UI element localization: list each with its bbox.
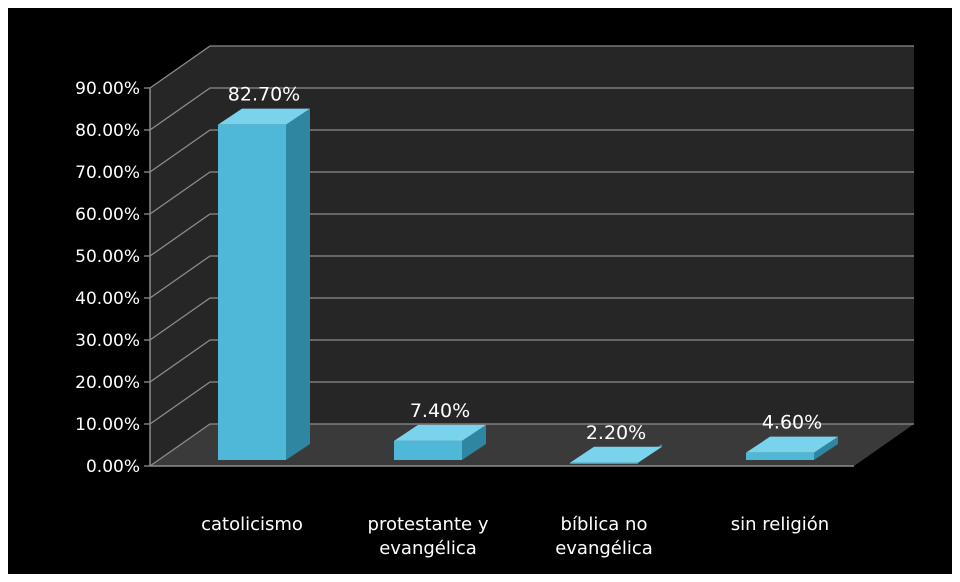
gridline bbox=[149, 381, 914, 425]
bar bbox=[218, 124, 286, 460]
y-tick-label: 50.00% bbox=[75, 247, 140, 267]
floor bbox=[150, 424, 914, 466]
gridline bbox=[149, 339, 914, 383]
bar bbox=[394, 440, 462, 460]
x-category-label: sin religión bbox=[731, 514, 829, 535]
gridline bbox=[149, 213, 914, 257]
side-wall bbox=[150, 46, 210, 466]
bar-side bbox=[814, 436, 838, 460]
gridline bbox=[149, 45, 914, 89]
y-tick-label: 20.00% bbox=[75, 373, 140, 393]
bar-top bbox=[746, 436, 838, 453]
gridline bbox=[149, 297, 914, 341]
bar bbox=[746, 452, 814, 460]
gridline bbox=[149, 87, 914, 131]
bar-side bbox=[462, 424, 486, 460]
data-label: 82.70% bbox=[228, 84, 300, 106]
y-tick-label: 60.00% bbox=[75, 205, 140, 225]
data-label: 7.40% bbox=[410, 400, 470, 422]
y-tick-label: 90.00% bbox=[75, 79, 140, 99]
y-tick-label: 0.00% bbox=[86, 457, 140, 477]
data-label: 2.20% bbox=[586, 422, 646, 444]
x-category-label: bíblica no bbox=[561, 514, 648, 535]
bar-top bbox=[218, 108, 310, 125]
chart-frame: 0.00% 10.00% 20.00% 30.00% 40.00% 50.00% 60.00… bbox=[8, 8, 952, 574]
bar bbox=[570, 462, 638, 464]
bar-side bbox=[286, 108, 310, 460]
x-category-label: evangélica bbox=[379, 538, 477, 559]
bar-top bbox=[394, 424, 486, 441]
gridline bbox=[149, 129, 914, 173]
bar-top bbox=[570, 446, 662, 463]
y-tick-label: 70.00% bbox=[75, 163, 140, 183]
back-wall bbox=[210, 46, 914, 424]
x-category-label: evangélica bbox=[555, 538, 653, 559]
y-tick-label: 30.00% bbox=[75, 331, 140, 351]
gridline bbox=[149, 423, 914, 467]
y-tick-label: 80.00% bbox=[75, 121, 140, 141]
data-label: 4.60% bbox=[762, 412, 822, 434]
gridline bbox=[149, 255, 914, 299]
gridline bbox=[149, 171, 914, 215]
x-category-label: catolicismo bbox=[201, 514, 303, 535]
y-tick-label: 40.00% bbox=[75, 289, 140, 309]
x-category-label: protestante y bbox=[368, 514, 489, 535]
y-tick-label: 10.00% bbox=[75, 415, 140, 435]
bar-chart: 0.00% 10.00% 20.00% 30.00% 40.00% 50.00% 60.00… bbox=[75, 45, 914, 559]
